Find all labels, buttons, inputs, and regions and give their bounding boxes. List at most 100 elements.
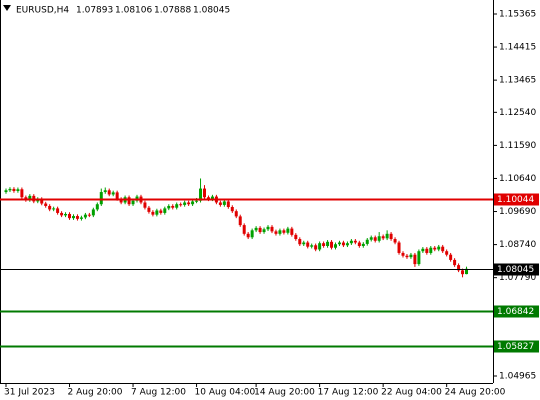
candle-body <box>183 202 187 205</box>
candle-body <box>71 216 75 219</box>
candle-body <box>159 210 163 213</box>
candle-body <box>68 213 72 219</box>
candle-body <box>151 211 155 215</box>
y-tick-label: 1.13465 <box>499 76 536 86</box>
candle-body <box>107 190 111 195</box>
candle-body <box>294 234 298 240</box>
candle-body <box>361 243 365 246</box>
candle-body <box>127 197 131 205</box>
candle-body <box>314 245 318 250</box>
candle-body <box>111 192 115 195</box>
candle-body <box>365 239 369 244</box>
candle-body <box>437 246 441 250</box>
x-tick-label: 22 Aug 04:00 <box>381 388 442 398</box>
candle-body <box>254 227 258 231</box>
candle-body <box>238 216 242 226</box>
y-tick-label: 1.04965 <box>499 372 536 382</box>
candle-body <box>282 230 286 233</box>
x-tick-label: 24 Aug 20:00 <box>445 388 506 398</box>
menu-triangle[interactable] <box>3 5 11 11</box>
y-tick-label: 1.12540 <box>499 108 536 118</box>
candle-body <box>16 189 20 191</box>
candle-body <box>373 237 377 241</box>
candle-body <box>318 243 322 250</box>
candle-body <box>199 188 203 201</box>
x-tick-label: 14 Aug 20:00 <box>254 388 315 398</box>
candle-body <box>44 203 48 206</box>
candle-body <box>441 246 445 252</box>
candle-body <box>409 254 413 258</box>
candle-body <box>75 216 79 219</box>
candle-body <box>413 254 417 265</box>
candle-body <box>425 248 429 253</box>
candle-body <box>83 214 87 218</box>
candle-body <box>278 230 282 234</box>
candle-body <box>310 245 314 247</box>
price-level-label: 1.05827 <box>497 342 534 352</box>
price-level-box <box>494 263 539 276</box>
candle-body <box>143 202 147 208</box>
candle-body <box>179 204 183 206</box>
candle-body <box>4 190 8 193</box>
candle-body <box>262 229 266 233</box>
y-tick-label: 1.08740 <box>499 240 536 250</box>
candle-body <box>99 192 103 205</box>
candle-body <box>155 210 159 215</box>
candle-body <box>465 268 469 275</box>
candle-body <box>405 255 409 258</box>
candle-body <box>222 201 226 205</box>
candle-body <box>79 217 83 219</box>
candle-body <box>290 228 294 235</box>
candle-body <box>226 201 230 208</box>
candle-body <box>369 237 373 240</box>
candle-body <box>56 208 60 213</box>
candle-body <box>357 242 361 246</box>
candle-body <box>191 201 195 205</box>
candle-body <box>91 209 95 216</box>
candle-body <box>103 190 107 193</box>
candle-body <box>322 243 326 246</box>
candle-body <box>377 236 381 241</box>
y-tick-label: 1.14415 <box>499 43 536 53</box>
price-level-label: 1.10044 <box>497 195 534 205</box>
candle-body <box>131 200 135 205</box>
candle-body <box>119 199 123 203</box>
candle-body <box>449 254 453 260</box>
candle-body <box>8 188 12 191</box>
candle-body <box>385 233 389 239</box>
candle-body <box>230 207 234 212</box>
candle-body <box>64 213 68 216</box>
candle-body <box>87 214 91 216</box>
candle-body <box>341 242 345 246</box>
candle-body <box>433 247 437 250</box>
header-close: 1.08045 <box>193 6 230 16</box>
candle-body <box>337 242 341 245</box>
header-high: 1.08106 <box>115 6 152 16</box>
candle-body <box>302 242 306 245</box>
candle-body <box>20 189 24 198</box>
y-tick-label: 1.15365 <box>499 9 536 19</box>
candle-body <box>210 196 214 200</box>
candle-body <box>250 230 254 238</box>
candle-body <box>445 251 449 255</box>
candle-body <box>353 240 357 243</box>
candle-body <box>242 225 246 234</box>
candle-body <box>12 188 16 191</box>
candle-body <box>389 233 393 240</box>
candle-body <box>429 247 433 253</box>
candle-body <box>60 212 64 216</box>
candle-body <box>274 231 278 234</box>
candle-body <box>334 244 338 248</box>
candle-body <box>171 205 175 208</box>
y-tick-label: 1.09690 <box>499 207 536 217</box>
y-tick-label: 1.07790 <box>499 273 536 283</box>
candle-body <box>417 251 421 265</box>
x-tick-label: 7 Aug 12:00 <box>131 388 186 398</box>
candle-body <box>306 242 310 247</box>
candle-body <box>246 233 250 238</box>
x-tick-label: 2 Aug 20:00 <box>68 388 123 398</box>
price-level-label: 1.06842 <box>497 307 534 317</box>
x-tick-label: 31 Jul 2023 <box>4 388 55 398</box>
candle-body <box>270 226 274 232</box>
candle-body <box>457 265 461 271</box>
